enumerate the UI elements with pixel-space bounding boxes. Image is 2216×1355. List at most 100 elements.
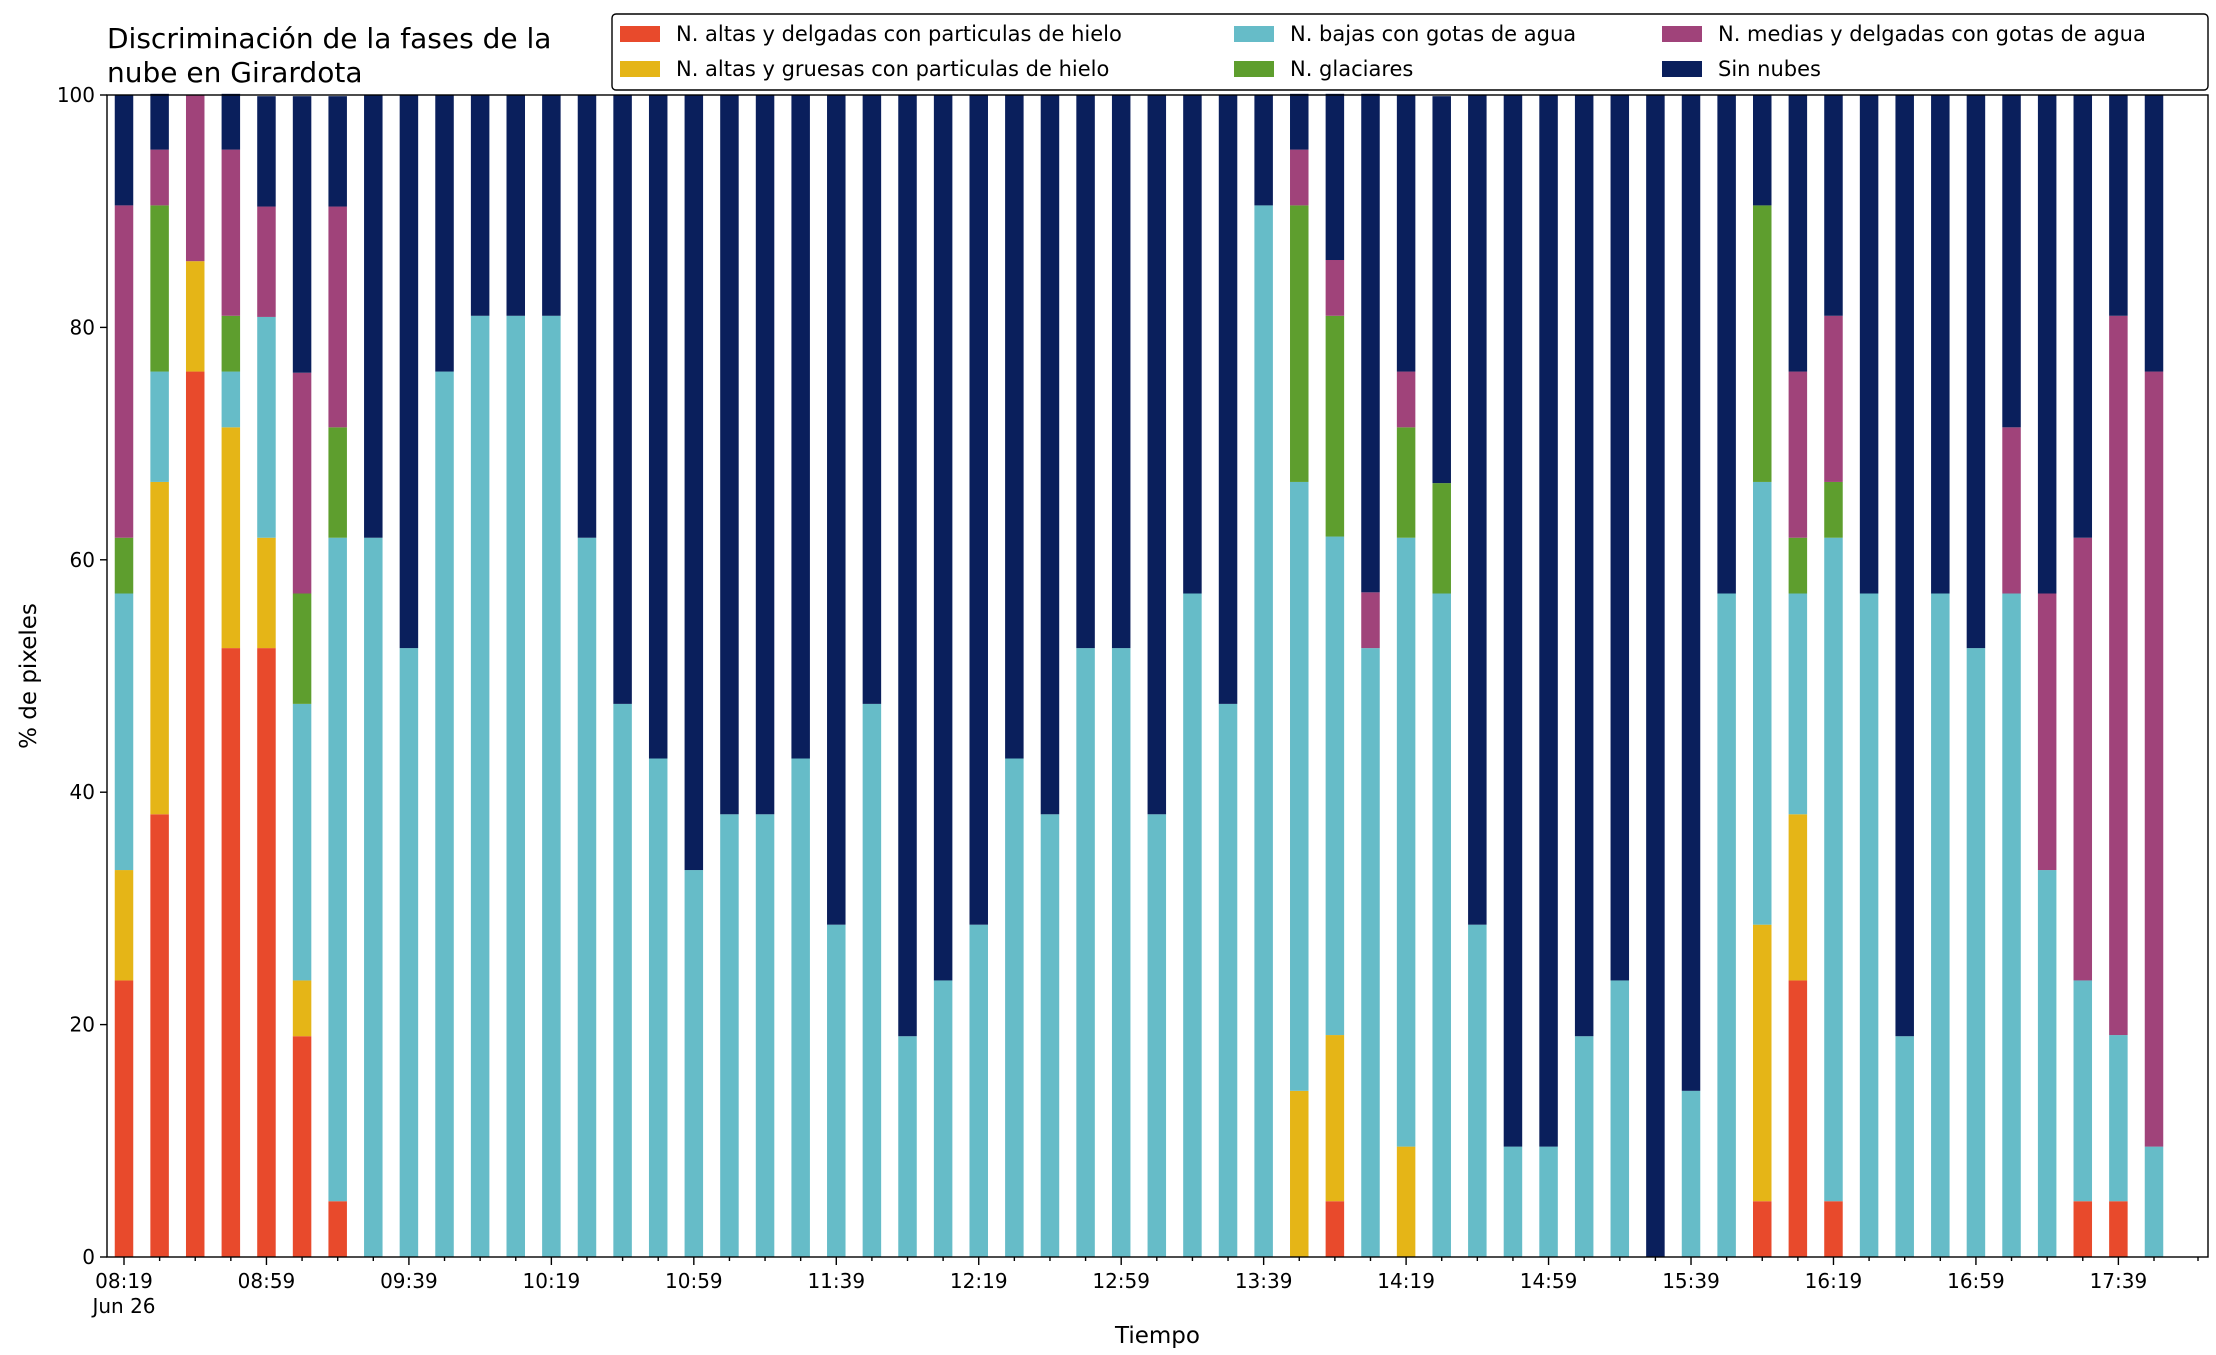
bar-segment	[827, 95, 846, 925]
bar-segment	[1147, 95, 1167, 815]
bar-segment	[1752, 481, 1772, 925]
bar-segment	[1717, 95, 1736, 594]
legend-swatch	[1234, 26, 1274, 42]
bar-segment	[328, 537, 347, 1202]
x-tick-label: 11:39	[807, 1269, 865, 1293]
x-tick-label: 14:59	[1520, 1269, 1578, 1293]
bar-segment	[1183, 95, 1202, 594]
x-axis-label: Tiempo	[1114, 1323, 1200, 1349]
bar-segment	[257, 537, 276, 649]
bar-segment	[1752, 205, 1772, 482]
bar-segment	[1788, 371, 1808, 538]
bar-segment	[2144, 371, 2164, 1147]
bar-segment	[1076, 648, 1095, 1257]
bar-segment	[1396, 95, 1416, 372]
bar-segment	[1681, 1090, 1701, 1257]
bar-segment	[2002, 593, 2021, 1257]
bar-segment	[506, 95, 526, 316]
bar-segment	[114, 593, 134, 871]
bar-segment	[328, 96, 347, 207]
bar-segment	[827, 924, 846, 1257]
bar-segment	[862, 703, 882, 1257]
bar-segment	[898, 1036, 917, 1257]
bar-segment	[1396, 537, 1416, 1147]
bar-segment	[1432, 96, 1451, 484]
bar-segment	[1325, 315, 1345, 537]
bar-segment	[1752, 95, 1772, 206]
bar-segment	[1290, 149, 1309, 206]
bar-segment	[435, 371, 454, 1257]
bar-segment	[1396, 1146, 1416, 1257]
bar-segment	[898, 95, 917, 1037]
bar-segment	[257, 206, 276, 317]
legend-swatch	[1234, 61, 1274, 77]
bar-segment	[328, 427, 347, 538]
bar-segment	[2109, 95, 2128, 316]
bar-segment	[1325, 536, 1345, 1036]
bar-segment	[791, 758, 810, 1257]
bar-segment	[114, 980, 134, 1257]
bar-segment	[648, 758, 668, 1257]
bar-segment	[150, 93, 169, 150]
bar-segment	[1040, 95, 1060, 815]
bar-segment	[2037, 95, 2057, 594]
bar-segment	[1824, 1201, 1843, 1257]
bar-segment	[613, 703, 632, 1257]
bar-segment	[1361, 592, 1380, 649]
bar-segment	[114, 870, 134, 981]
x-tick-label: 09:39	[380, 1269, 438, 1293]
bar-segment	[1574, 95, 1594, 1037]
bar-segment	[1824, 315, 1843, 482]
bar-segment	[791, 95, 810, 759]
bar-segment	[933, 95, 953, 981]
bar-segment	[1432, 483, 1451, 594]
bar-segment	[1752, 1201, 1772, 1257]
y-tick-label: 40	[70, 780, 95, 804]
y-tick-label: 80	[70, 315, 95, 339]
bar-segment	[862, 95, 882, 704]
bar-segment	[150, 481, 169, 815]
bar-segment	[577, 537, 597, 1257]
bar-segment	[720, 814, 739, 1257]
bar-segment	[1966, 95, 1986, 649]
x-date-label: Jun 26	[90, 1294, 155, 1318]
bar-segment	[969, 924, 988, 1257]
legend-label: N. altas y delgadas con particulas de hi…	[676, 22, 1122, 46]
bar-segment	[221, 427, 241, 649]
bar-segment	[1290, 93, 1309, 150]
bar-segment	[1147, 814, 1167, 1257]
bar-segment	[1574, 1036, 1594, 1257]
bar-segment	[257, 648, 276, 1257]
x-tick-label: 12:19	[950, 1269, 1008, 1293]
legend-swatch	[620, 61, 660, 77]
bar-segment	[1752, 924, 1772, 1202]
bar-segment	[1859, 95, 1879, 594]
bar-segment	[2073, 980, 2093, 1202]
bar-segment	[257, 96, 276, 207]
bar-segment	[435, 95, 454, 372]
bar-segment	[364, 95, 383, 538]
bar-segment	[1788, 980, 1808, 1257]
bar-segment	[1717, 593, 1736, 1257]
legend-label: Sin nubes	[1718, 57, 1821, 81]
bar-segment	[613, 95, 632, 704]
bar-segment	[1111, 95, 1131, 649]
bar-segment	[542, 95, 561, 316]
bar-segment	[542, 315, 561, 1257]
bar-segment	[969, 95, 988, 925]
bar-segment	[185, 371, 205, 1257]
bar-segment	[1895, 95, 1914, 1037]
bar-segment	[1361, 93, 1380, 593]
bar-segment	[1931, 593, 1950, 1257]
x-tick-label: 12:59	[1092, 1269, 1150, 1293]
y-tick-label: 0	[82, 1245, 95, 1269]
bar-segment	[1325, 1035, 1345, 1202]
bar-segment	[292, 980, 312, 1037]
bar-segment	[364, 537, 383, 1257]
bar-segment	[1788, 593, 1808, 815]
bar-segment	[1468, 924, 1487, 1257]
bar-segment	[470, 95, 490, 316]
bar-segment	[2002, 427, 2021, 594]
